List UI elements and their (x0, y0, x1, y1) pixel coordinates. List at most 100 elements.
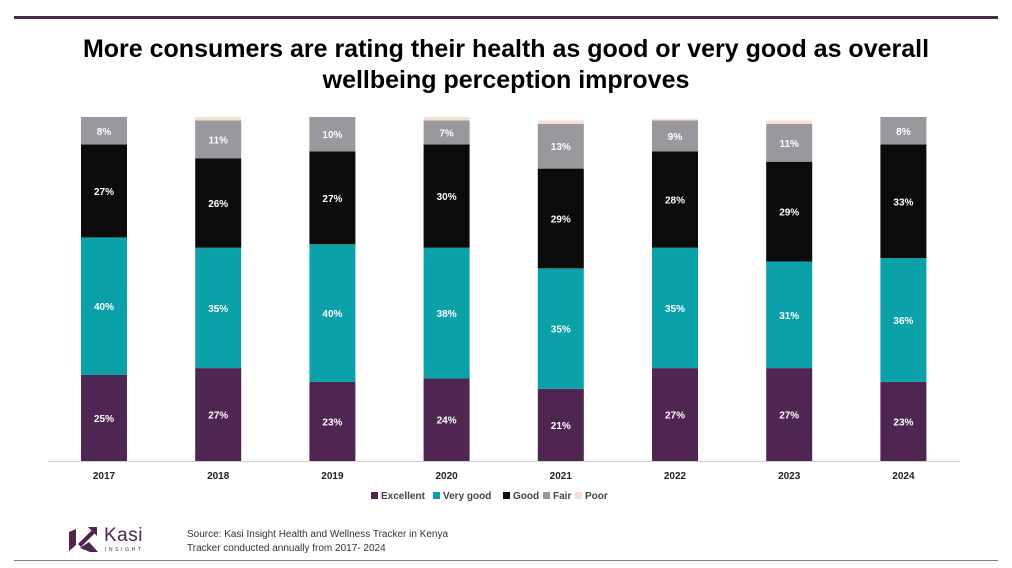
data-label-excellent-2023: 27% (779, 411, 799, 422)
legend-swatch-very-good (433, 492, 440, 499)
x-tick-label-2021: 2021 (550, 471, 573, 482)
data-label-good-2018: 26% (208, 199, 228, 210)
data-label-fair-2022: 9% (668, 132, 683, 143)
data-label-fair-2021: 13% (551, 142, 571, 153)
bar-excellent-2017 (81, 375, 127, 461)
data-label-very-good-2018: 35% (208, 304, 228, 315)
data-label-very-good-2024: 36% (893, 316, 913, 327)
data-label-good-2019: 27% (322, 194, 342, 205)
data-label-excellent-2022: 27% (665, 411, 685, 422)
bottom-rule (14, 560, 998, 561)
bar-excellent-2021 (537, 388, 584, 461)
bar-good-2023 (766, 161, 813, 262)
data-label-fair-2023: 11% (779, 139, 799, 150)
bar-poor-2023 (766, 120, 813, 124)
bar-very-good-2019 (309, 244, 356, 382)
bar-fair-2018 (195, 120, 242, 159)
x-tick-label-2024: 2024 (892, 471, 915, 482)
legend-label-very-good: Very good (443, 491, 491, 502)
data-label-fair-2019: 10% (322, 130, 342, 141)
legend-swatch-good (503, 492, 510, 499)
bar-fair-2020 (423, 120, 470, 145)
x-tick-label-2022: 2022 (664, 471, 687, 482)
source-line-1: Source: Kasi Insight Health and Wellness… (187, 529, 449, 540)
bar-excellent-2018 (195, 368, 242, 461)
logo-wordmark: Kasi (104, 525, 143, 546)
data-label-excellent-2024: 23% (893, 417, 913, 428)
x-tick-label-2023: 2023 (778, 471, 801, 482)
legend-label-fair: Fair (553, 491, 571, 502)
source-note: Source: Kasi Insight Health and Wellness… (187, 528, 448, 556)
bar-fair-2024 (880, 117, 927, 145)
kasi-logo: Kasi INSIGHT (66, 524, 176, 554)
stacked-bar-chart: 25% 40% 27% 8% 2017 27% 35% 26% 11% 2018 23% 40% 27%… (48, 117, 960, 502)
bar-good-2020 (423, 144, 470, 248)
data-label-excellent-2021: 21% (551, 421, 571, 432)
data-label-good-2017: 27% (94, 187, 114, 198)
bar-very-good-2023 (766, 261, 813, 369)
data-label-fair-2018: 11% (208, 135, 228, 146)
bar-good-2021 (537, 168, 584, 269)
bar-very-good-2018 (195, 247, 242, 369)
x-tick-label-2018: 2018 (207, 471, 230, 482)
data-label-good-2022: 28% (665, 196, 685, 207)
bar-fair-2017 (81, 117, 127, 145)
bar-fair-2021 (537, 123, 584, 169)
data-label-fair-2017: 8% (97, 127, 112, 138)
top-rule (14, 16, 998, 19)
chart-title: More consumers are rating their health a… (20, 34, 992, 96)
bar-fair-2019 (309, 117, 356, 152)
chart-title-line-1: More consumers are rating their health a… (82, 35, 930, 63)
bar-poor-2018 (195, 117, 242, 121)
data-label-good-2021: 29% (551, 214, 571, 225)
bar-good-2017 (81, 144, 127, 238)
x-tick-label-2020: 2020 (435, 471, 458, 482)
logo-subtitle: INSIGHT (105, 547, 144, 553)
bar-poor-2021 (537, 120, 584, 124)
bar-good-2018 (195, 158, 242, 248)
bar-fair-2023 (766, 123, 813, 162)
legend-swatch-poor (575, 492, 582, 499)
bar-good-2019 (309, 151, 356, 245)
bar-excellent-2020 (423, 378, 470, 461)
data-label-excellent-2020: 24% (437, 416, 457, 427)
data-label-good-2024: 33% (893, 197, 913, 208)
data-label-fair-2024: 8% (896, 127, 911, 138)
bar-excellent-2019 (309, 381, 356, 461)
bar-poor-2020 (423, 117, 470, 121)
data-label-very-good-2019: 40% (322, 309, 342, 320)
bar-good-2022 (652, 151, 698, 248)
legend-label-good: Good (513, 491, 539, 502)
bar-good-2024 (880, 144, 927, 259)
data-label-excellent-2019: 23% (322, 417, 342, 428)
x-tick-label-2017: 2017 (93, 471, 116, 482)
data-label-fair-2020: 7% (439, 128, 454, 139)
bar-fair-2022 (652, 120, 698, 152)
data-label-very-good-2020: 38% (437, 309, 457, 320)
chart-title-line-2: wellbeing perception improves (322, 66, 690, 94)
x-tick-label-2019: 2019 (321, 471, 344, 482)
legend-swatch-fair (543, 492, 550, 499)
bar-poor-2022 (652, 118, 698, 121)
data-label-very-good-2022: 35% (665, 304, 685, 315)
data-label-very-good-2021: 35% (551, 325, 571, 336)
data-label-excellent-2017: 25% (94, 414, 114, 425)
data-label-good-2023: 29% (779, 208, 799, 219)
legend-swatch-excellent (371, 492, 378, 499)
bar-very-good-2022 (652, 247, 698, 369)
data-label-very-good-2017: 40% (94, 302, 114, 313)
legend-label-poor: Poor (585, 491, 608, 502)
bar-excellent-2022 (652, 368, 698, 461)
bar-very-good-2020 (423, 247, 470, 379)
bar-very-good-2021 (537, 268, 584, 389)
bar-excellent-2023 (766, 368, 813, 461)
bar-excellent-2024 (880, 381, 927, 461)
data-label-excellent-2018: 27% (208, 411, 228, 422)
kasi-logo-mark-icon (69, 527, 98, 552)
bar-very-good-2024 (880, 258, 927, 382)
legend-label-excellent: Excellent (381, 491, 426, 502)
data-label-very-good-2023: 31% (779, 311, 799, 322)
source-line-2: Tracker conducted annually from 2017- 20… (187, 543, 386, 554)
bar-very-good-2017 (81, 237, 127, 375)
data-label-good-2020: 30% (437, 192, 457, 203)
